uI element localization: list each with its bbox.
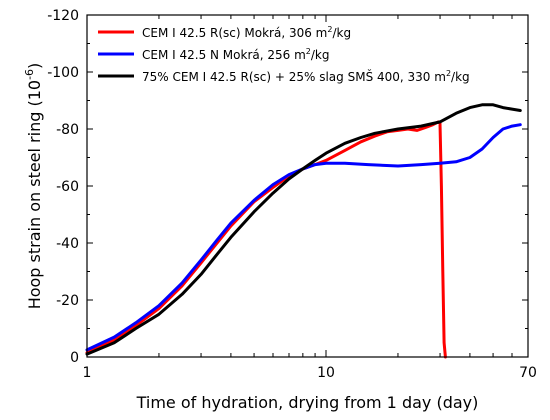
y-axis: 0 -20 -40 -60 -80 -100 -120 [47,8,528,366]
series-line-1 [85,120,447,359]
x-axis-label: Time of hydration, drying from 1 day (da… [136,393,479,412]
x-tick-label: 70 [519,365,537,381]
plot-frame [86,14,529,358]
y-tick-label: -40 [56,236,79,252]
y-tick-label: -100 [47,65,79,81]
legend-label-1: CEM I 42.5 R(sc) Mokrá, 306 m2/kg [142,25,351,40]
y-axis-label: Hoop strain on steel ring (10-6) [23,63,44,310]
y-tick-label: -20 [56,293,79,309]
x-tick-label: 10 [317,365,335,381]
x-tick-label: 1 [83,365,92,381]
y-tick-label: -120 [47,8,79,24]
y-tick-label: -80 [56,122,79,138]
series-line-3 [85,103,522,356]
legend: CEM I 42.5 R(sc) Mokrá, 306 m2/kg CEM I 4… [98,25,470,84]
legend-label-2: CEM I 42.5 N Mokrá, 256 m2/kg [142,47,329,62]
y-axis-label-exponent: -6 [23,69,36,80]
y-axis-label-close: ) [25,63,44,69]
plot-lines [85,103,522,359]
series-line-2 [85,123,522,352]
y-tick-label: -60 [56,179,79,195]
y-tick-label: 0 [70,350,79,366]
legend-label-3: 75% CEM I 42.5 R(sc) + 25% slag SMŠ 400,… [142,69,470,84]
x-axis: 1 10 70 [83,15,537,381]
